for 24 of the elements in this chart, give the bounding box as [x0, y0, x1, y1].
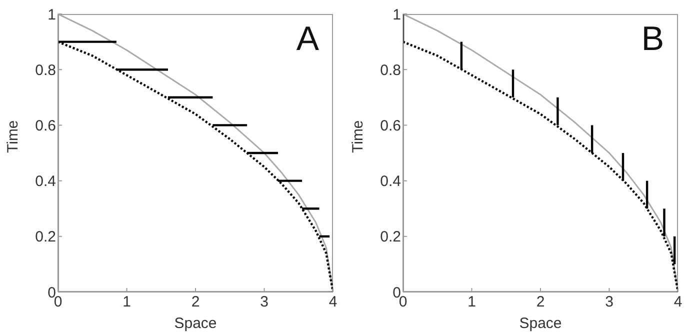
y-tick-label: 0.6 [380, 118, 401, 135]
x-tick-label: 2 [536, 294, 545, 311]
x-tick-label: 4 [674, 294, 682, 311]
x-tick-label: 1 [468, 294, 476, 311]
y-tick-label: 0.4 [380, 173, 401, 190]
y-tick-label: 0.4 [35, 173, 56, 190]
y-tick-label: 0.8 [35, 62, 56, 79]
x-axis-title: Space [174, 315, 217, 332]
annotation: B [641, 20, 664, 59]
x-tick-label: 1 [122, 294, 131, 311]
y-tick-label: 1 [48, 6, 56, 24]
x-tick-label: 3 [605, 294, 614, 311]
x-tick-label: 4 [328, 294, 338, 311]
x-axis-title: Space [519, 315, 562, 332]
y-axis-title: Time [4, 120, 22, 153]
y-axis-title: Time [349, 120, 366, 153]
y-tick-label: 0.2 [35, 228, 56, 246]
x-tick-label: 3 [260, 294, 268, 311]
y-tick-label: 0.8 [380, 62, 401, 79]
annotation: A [296, 20, 319, 59]
y-tick-label: 0.2 [380, 228, 401, 246]
x-tick-label: 2 [191, 294, 200, 311]
y-tick-label: 0.6 [35, 118, 56, 135]
y-tick-label: 1 [392, 6, 401, 24]
